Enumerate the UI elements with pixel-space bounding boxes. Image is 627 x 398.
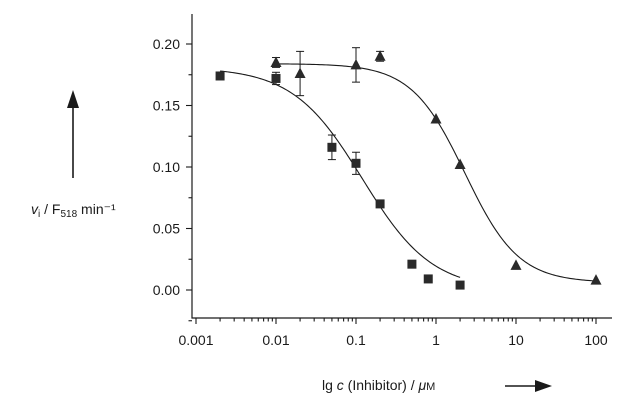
- y-axis-label-group: vi / F518 min⁻¹: [31, 90, 116, 220]
- x-label-rest: (Inhibitor) /: [344, 377, 419, 393]
- x-axis-label-group: lg c (Inhibitor) / μM: [322, 377, 552, 393]
- square-marker: [271, 73, 281, 83]
- y-tick-label: 0.20: [153, 36, 180, 52]
- triangle-marker: [510, 259, 522, 270]
- y-label-sub-518: 518: [60, 209, 77, 220]
- triangle-marker: [374, 50, 386, 61]
- square-marker: [423, 274, 433, 284]
- triangle-marker: [294, 67, 306, 79]
- triangle-marker: [270, 56, 282, 67]
- x-label-c: c: [337, 377, 344, 393]
- x-label-mu: μ: [418, 377, 427, 393]
- x-label-m: M: [426, 381, 435, 393]
- data-markers: [215, 50, 602, 290]
- square-marker: [351, 158, 361, 168]
- triangle-marker: [590, 274, 602, 285]
- square-marker: [327, 142, 337, 152]
- y-tick-label: 0.10: [153, 159, 180, 175]
- fit-curve-series-2: [275, 63, 597, 282]
- fit-curves: [220, 63, 597, 282]
- axis-frame: [191, 14, 612, 319]
- error-bars: [272, 47, 385, 175]
- x-axis-arrow-head: [535, 380, 552, 392]
- plot-area: 0.001 0.01 0.1 1 10 100 0.00 0.05 0.10 0.15 0.20: [153, 14, 612, 348]
- square-marker: [215, 71, 225, 81]
- triangle-marker: [454, 158, 466, 170]
- x-tick-label: 10: [508, 332, 524, 348]
- triangle-marker: [430, 113, 442, 124]
- x-tick-label: 0.01: [262, 332, 289, 348]
- y-axis-label: vi / F518 min⁻¹: [31, 201, 116, 220]
- y-label-sub-i: i: [38, 209, 40, 220]
- x-tick-label: 100: [584, 332, 608, 348]
- square-marker: [375, 199, 385, 209]
- x-axis-ticks: 0.001 0.01 0.1 1 10 100: [178, 318, 608, 348]
- y-label-f: / F: [40, 201, 60, 217]
- square-marker: [407, 259, 417, 269]
- y-label-unit: min⁻¹: [77, 201, 116, 217]
- y-axis-arrow-head: [67, 90, 79, 108]
- square-marker: [455, 280, 465, 290]
- fit-curve-series-1: [220, 70, 461, 278]
- y-tick-label: 0.00: [153, 282, 180, 298]
- x-tick-label: 0.1: [346, 332, 366, 348]
- x-tick-label: 0.001: [178, 332, 213, 348]
- triangle-marker: [350, 58, 362, 70]
- y-tick-label: 0.05: [153, 221, 180, 237]
- x-tick-label: 1: [432, 332, 440, 348]
- x-label-lg: lg: [322, 377, 337, 393]
- y-tick-label: 0.15: [153, 98, 180, 114]
- y-label-v: v: [31, 201, 39, 217]
- x-axis-label: lg c (Inhibitor) / μM: [322, 377, 435, 393]
- y-axis-ticks: 0.00 0.05 0.10 0.15 0.20: [153, 36, 192, 322]
